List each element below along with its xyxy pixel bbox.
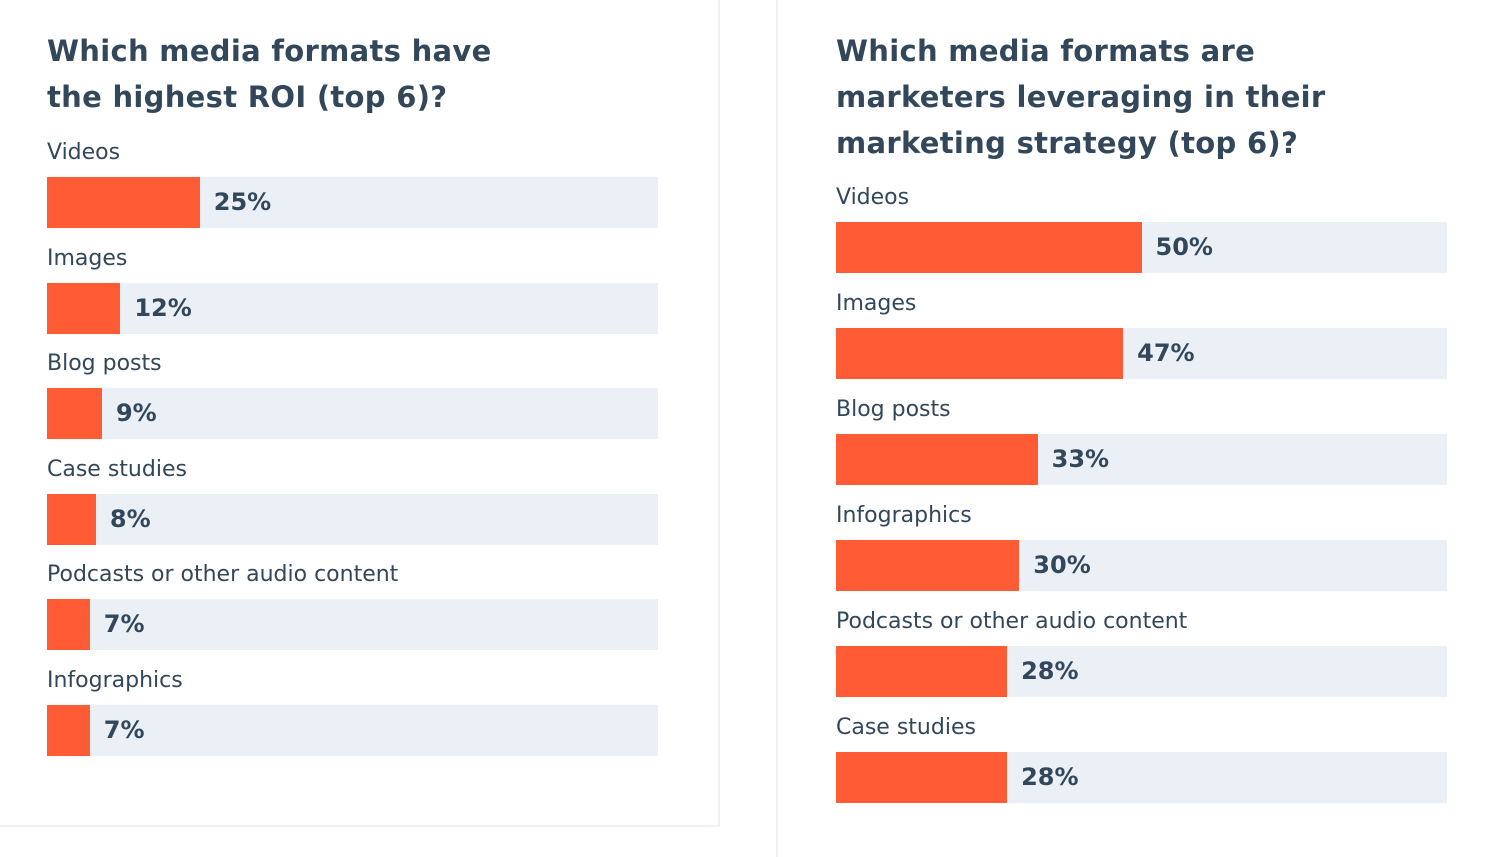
category-label: Blog posts (836, 397, 951, 422)
chart-panel: Which media formats have the highest ROI… (0, 0, 720, 827)
value-label: 28% (1021, 657, 1079, 685)
bar (836, 540, 1020, 591)
bar (47, 704, 90, 756)
value-label: 9% (115, 399, 157, 427)
bar-track (47, 704, 658, 756)
value-label: 12% (134, 293, 192, 322)
bar (47, 177, 200, 228)
bar-track (47, 388, 658, 439)
bar (47, 493, 96, 545)
bar (47, 388, 102, 439)
value-label: 7% (103, 715, 145, 744)
category-label: Videos (47, 140, 121, 165)
bar (836, 434, 1038, 485)
chart-title: Which media formats are marketers levera… (836, 34, 1326, 160)
bar (836, 222, 1142, 273)
value-label: 47% (1137, 339, 1195, 367)
value-label: 28% (1021, 763, 1079, 791)
category-label: Infographics (47, 667, 183, 693)
category-label: Blog posts (47, 351, 162, 376)
category-label: Case studies (836, 715, 976, 740)
value-label: 33% (1051, 445, 1110, 473)
bar-track (47, 493, 658, 545)
category-label: Infographics (836, 503, 972, 528)
bar (47, 282, 121, 334)
chart-panel: Which media formats are marketers levera… (776, 0, 1487, 857)
bar (836, 752, 1008, 803)
value-label: 7% (103, 610, 145, 638)
bar-track (47, 599, 658, 650)
chart-title: Which media formats have the highest ROI… (47, 34, 492, 114)
category-label: Images (47, 245, 128, 271)
category-label: Images (836, 291, 917, 316)
category-label: Videos (836, 185, 910, 210)
bar-track (47, 282, 658, 334)
bar (47, 599, 90, 650)
value-label: 8% (109, 504, 151, 533)
bar (836, 646, 1008, 697)
category-label: Podcasts or other audio content (836, 609, 1188, 634)
value-label: 25% (213, 188, 272, 216)
category-label: Case studies (47, 456, 187, 482)
value-label: 50% (1155, 233, 1213, 261)
bar (836, 328, 1124, 379)
category-label: Podcasts or other audio content (47, 562, 399, 587)
value-label: 30% (1033, 551, 1091, 579)
